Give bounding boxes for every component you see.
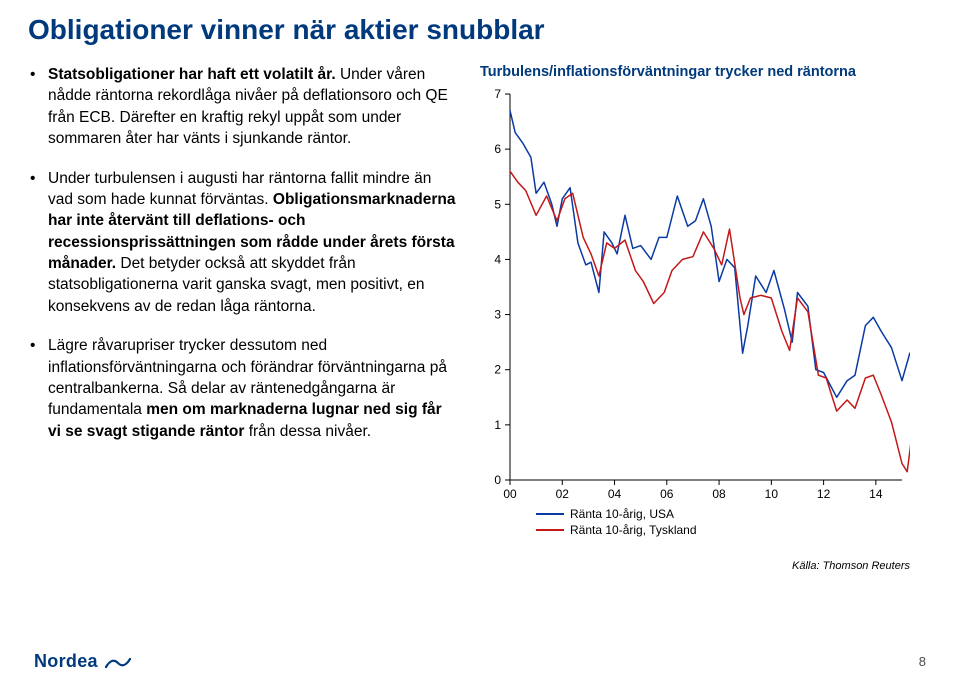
svg-text:04: 04 [608,487,622,501]
line-chart: 012345670002040608101214Ränta 10-årig, U… [480,88,910,558]
svg-text:00: 00 [503,487,517,501]
svg-text:2: 2 [494,363,501,377]
svg-text:02: 02 [556,487,570,501]
svg-text:7: 7 [494,88,501,101]
chart-title: Turbulens/inflationsförväntningar trycke… [480,64,932,80]
bullet-3-rest: från dessa nivåer. [244,423,371,440]
page-number: 8 [919,654,926,669]
svg-text:1: 1 [494,418,501,432]
footer: Nordea 8 [0,651,960,672]
svg-text:14: 14 [869,487,883,501]
logo-icon [104,653,132,671]
slide: Obligationer vinner när aktier snubblar … [0,0,960,686]
svg-text:Ränta 10-årig, USA: Ränta 10-årig, USA [570,507,674,521]
svg-text:Ränta 10-årig, Tyskland: Ränta 10-årig, Tyskland [570,523,697,537]
bullet-3: Lägre råvarupriser trycker dessutom ned … [28,335,458,442]
svg-text:0: 0 [494,473,501,487]
svg-text:4: 4 [494,252,501,266]
svg-text:10: 10 [765,487,779,501]
bullet-2: Under turbulensen i augusti har räntorna… [28,168,458,318]
slide-title: Obligationer vinner när aktier snubblar [28,14,932,46]
chart-container: 012345670002040608101214Ränta 10-årig, U… [480,88,910,572]
chart-column: Turbulens/inflationsförväntningar trycke… [480,64,932,572]
svg-text:6: 6 [494,142,501,156]
content-columns: Statsobligationer har haft ett volatilt … [28,64,932,572]
text-column: Statsobligationer har haft ett volatilt … [28,64,458,572]
logo: Nordea [34,651,132,672]
bullet-1-bold: Statsobligationer har haft ett volatilt … [48,66,336,83]
svg-text:06: 06 [660,487,674,501]
svg-text:08: 08 [712,487,726,501]
logo-text: Nordea [34,651,98,672]
svg-text:3: 3 [494,308,501,322]
chart-source: Källa: Thomson Reuters [480,560,910,572]
bullet-1: Statsobligationer har haft ett volatilt … [28,64,458,150]
svg-text:12: 12 [817,487,831,501]
bullet-list: Statsobligationer har haft ett volatilt … [28,64,458,442]
svg-text:5: 5 [494,197,501,211]
